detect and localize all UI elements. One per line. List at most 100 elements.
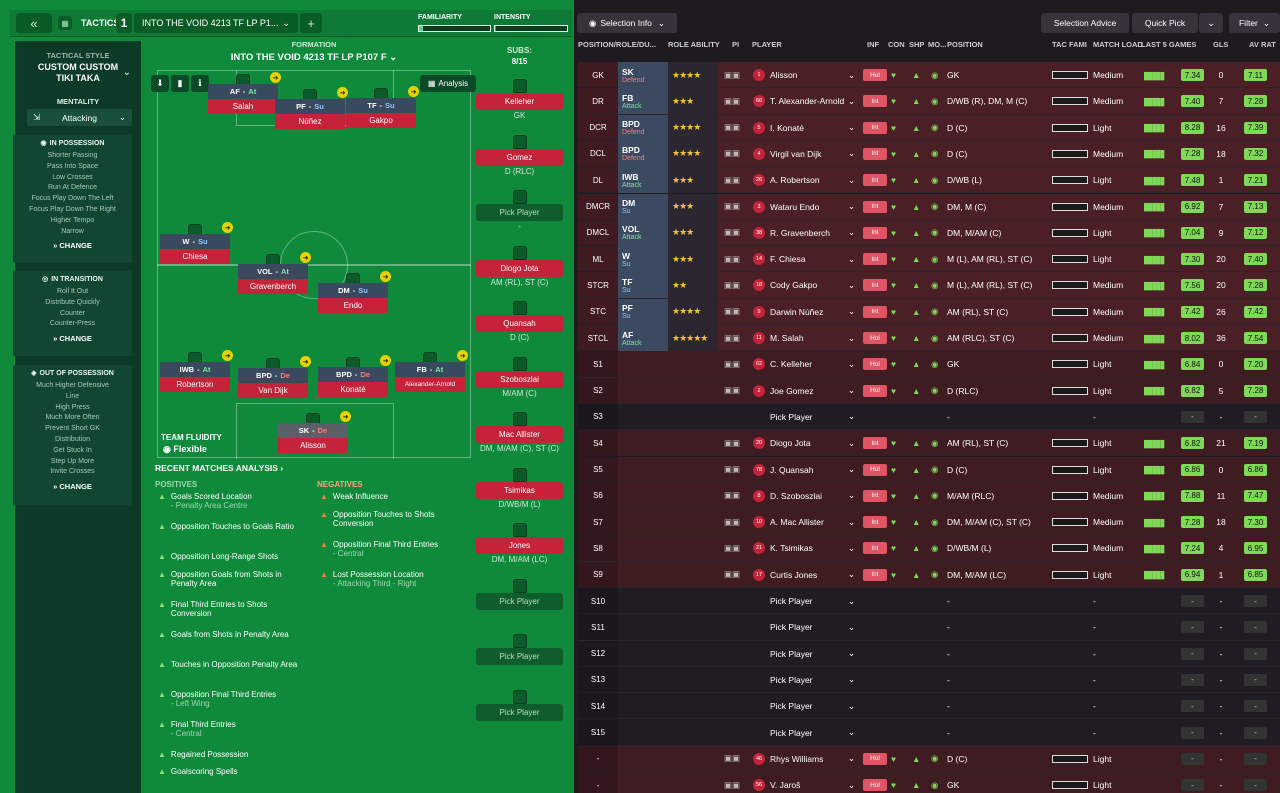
column-header[interactable]: MATCH LOAD (1093, 40, 1143, 49)
analysis-item[interactable]: ▲ Opposition Touches to Goals Ratio (158, 522, 308, 531)
table-row[interactable]: S7 ▣▣ 10 A. Mac Allister ⌄ Int ♥ ▲ ◉ DM, M/AM (C)… (578, 509, 1280, 536)
pitch-player[interactable]: FB - At Alexander-Arnold ➜ (395, 350, 468, 394)
pi-icon[interactable]: ▣▣ (724, 227, 741, 238)
player-name[interactable]: Pick Player (770, 701, 813, 712)
role-cell[interactable]: IWB Attack (618, 167, 668, 194)
selection-advice-button[interactable]: Selection Advice (1041, 13, 1129, 33)
change-button[interactable]: » CHANGE (53, 241, 92, 251)
chevron-down-icon[interactable]: ⌄ (848, 779, 856, 790)
player-name[interactable]: Chiesa (160, 249, 230, 264)
sub-player[interactable]: Pick Player (476, 648, 563, 665)
player-name[interactable]: Pick Player (770, 674, 813, 685)
column-header[interactable]: INF (867, 40, 880, 49)
pitch-player[interactable]: SK - De Alisson ➜ (278, 411, 351, 455)
pi-icon[interactable]: ▣▣ (724, 148, 741, 159)
player-role[interactable]: DM - Su (318, 283, 388, 298)
sub-player[interactable]: Gomez (476, 148, 563, 166)
sub-player[interactable]: Diogo Jota (476, 259, 563, 277)
player-name[interactable]: C. Kelleher (770, 359, 813, 370)
chevron-down-icon[interactable]: ⌄ (848, 253, 856, 264)
table-row[interactable]: - ▣▣ 56 V. Jaroš ⌄ Hol ♥ ▲ ◉ GK Light - - - (578, 772, 1280, 793)
analysis-item[interactable]: ▲ Touches in Opposition Penalty Area (158, 660, 308, 669)
chevron-down-icon[interactable]: ⌄ (848, 306, 856, 317)
player-name[interactable]: A. Mac Allister (770, 517, 824, 528)
table-row[interactable]: S11 Pick Player ⌄ - - - - - (578, 614, 1280, 641)
analysis-item[interactable]: ▲ Lost Possession Location - Attacking Thi… (320, 570, 470, 588)
pi-icon[interactable]: ▣▣ (724, 753, 741, 764)
player-name[interactable]: Rhys Williams (770, 753, 824, 764)
table-row[interactable]: S13 Pick Player ⌄ - - - - - (578, 666, 1280, 694)
chevron-down-icon[interactable]: ⌄ (848, 753, 856, 764)
role-cell[interactable]: SK Defend (618, 62, 668, 88)
column-header[interactable]: AV RAT (1249, 40, 1276, 49)
table-row[interactable]: STCR TF Su ★★ ▣▣ 18 Cody Gakpo ⌄ Int ♥ ▲ ◉ M (L), AM… (578, 272, 1280, 299)
chevron-down-icon[interactable]: ⌄ (848, 490, 856, 501)
table-row[interactable]: S8 ▣▣ 21 K. Tsimikas ⌄ Int ♥ ▲ ◉ D/WB/M (L) Medium… (578, 535, 1280, 562)
column-header[interactable]: PLAYER (752, 40, 782, 49)
role-cell[interactable]: AF Attack (618, 325, 668, 351)
player-name[interactable]: J. Quansah (770, 464, 814, 475)
table-row[interactable]: S4 ▣▣ 20 Diogo Jota ⌄ Int ♥ ▲ ◉ AM (RL), ST (C) Li… (578, 430, 1280, 457)
chevron-down-icon[interactable]: ⌄ (848, 621, 856, 632)
pitch-player[interactable]: TF - Su Gakpo ➜ (346, 86, 419, 130)
player-name[interactable]: Pick Player (770, 622, 813, 633)
column-header[interactable]: POSITION/ROLE/DU... (578, 40, 656, 49)
column-header[interactable]: POSITION (947, 40, 983, 49)
pi-icon[interactable]: ▣▣ (724, 174, 741, 185)
chevron-down-icon[interactable]: ⌄ (848, 358, 856, 369)
analysis-item[interactable]: ▲ Opposition Final Third Entries - Left Wi… (158, 690, 308, 708)
column-header[interactable]: MO... (928, 40, 947, 49)
pi-icon[interactable]: ▣▣ (724, 279, 741, 290)
player-name[interactable]: Gravenberch (238, 279, 308, 294)
player-name[interactable]: Núñez (275, 114, 345, 129)
tactic-slot[interactable]: 1 (116, 13, 132, 33)
analysis-item[interactable]: ▲ Opposition Touches to Shots Conversion (320, 510, 470, 528)
chevron-down-icon[interactable]: ⌄ (848, 569, 856, 580)
recent-analysis-link[interactable]: RECENT MATCHES ANALYSIS › (155, 463, 284, 473)
player-name[interactable]: M. Salah (770, 333, 804, 343)
chevron-down-icon[interactable]: ⌄ (848, 95, 856, 106)
player-name[interactable]: Diogo Jota (770, 438, 811, 449)
player-role[interactable]: SK - De (278, 423, 348, 438)
analysis-item[interactable]: ▲ Opposition Final Third Entries - Central (320, 540, 470, 558)
player-name[interactable]: Alexander-Arnold (395, 377, 465, 392)
player-role[interactable]: PF - Su (275, 99, 345, 114)
pi-icon[interactable]: ▣▣ (724, 306, 741, 317)
table-row[interactable]: GK SK Defend ★★★★ ▣▣ 1 Alisson ⌄ Hol ♥ ▲ ◉ GK Medium ▮… (578, 62, 1280, 89)
chevron-down-icon[interactable]: ⌄ (122, 67, 131, 78)
quick-pick-button[interactable]: Quick Pick (1132, 13, 1198, 33)
chevron-down-icon[interactable]: ⌄ (848, 700, 856, 711)
chevron-down-icon[interactable]: ⌄ (848, 69, 856, 80)
pitch-player[interactable]: W - Su Chiesa ➜ (160, 222, 233, 266)
table-row[interactable]: STCL AF Attack ★★★★★ ▣▣ 11 M. Salah ⌄ Hol ♥ ▲ ◉ AM (… (578, 325, 1280, 352)
chevron-down-icon[interactable]: ⌄ (848, 201, 856, 211)
player-role[interactable]: TF - Su (346, 98, 416, 113)
table-row[interactable]: DCR BPD Defend ★★★★ ▣▣ 5 I. Konaté ⌄ Int ♥ ▲ ◉ D (C)… (578, 114, 1280, 141)
chevron-down-icon[interactable]: ⌄ (848, 385, 856, 396)
player-role[interactable]: AF - At (208, 84, 278, 99)
player-name[interactable]: Endo (318, 298, 388, 313)
pi-icon[interactable]: ▣▣ (724, 464, 741, 474)
player-name[interactable]: Konaté (318, 382, 388, 397)
player-role[interactable]: BPD - De (238, 368, 308, 383)
player-name[interactable]: Pick Player (770, 727, 813, 738)
pi-icon[interactable]: ▣▣ (724, 358, 741, 369)
table-row[interactable]: S14 Pick Player ⌄ - - - - - (578, 693, 1280, 720)
analysis-item[interactable]: ▲ Regained Possession (158, 750, 308, 759)
style-name-2[interactable]: TIKI TAKA (56, 73, 100, 83)
table-row[interactable]: STC PF Su ★★★★ ▣▣ 9 Darwin Núñez ⌄ Int ♥ ▲ ◉ AM (RL)… (578, 298, 1280, 325)
column-header[interactable]: LAST 5 GAMES (1141, 40, 1197, 49)
change-button[interactable]: » CHANGE (53, 482, 92, 492)
player-name[interactable]: V. Jaroš (770, 780, 801, 791)
player-name[interactable]: Gakpo (346, 113, 416, 128)
chevron-down-icon[interactable]: ⌄ (848, 727, 856, 737)
sub-player[interactable]: Pick Player (476, 204, 563, 221)
chevron-down-icon[interactable]: ⌄ (848, 174, 856, 185)
table-row[interactable]: - ▣▣ 46 Rhys Williams ⌄ Hol ♥ ▲ ◉ D (C) Light - - - (578, 745, 1280, 773)
table-row[interactable]: S2 ▣▣ 2 Joe Gomez ⌄ Hol ♥ ▲ ◉ D (RLC) Light ▮▮▮▮▮ 6.… (578, 377, 1280, 404)
table-row[interactable]: DMCL VOL Attack ★★★ ▣▣ 38 R. Gravenberch ⌄ Int ♥ ▲… (578, 219, 1280, 247)
pi-icon[interactable]: ▣▣ (724, 437, 741, 448)
player-name[interactable]: D. Szoboszlai (770, 490, 822, 501)
selection-info-button[interactable]: ◉ Selection Info ⌄ (577, 13, 677, 33)
column-header[interactable]: GLS (1213, 40, 1229, 49)
